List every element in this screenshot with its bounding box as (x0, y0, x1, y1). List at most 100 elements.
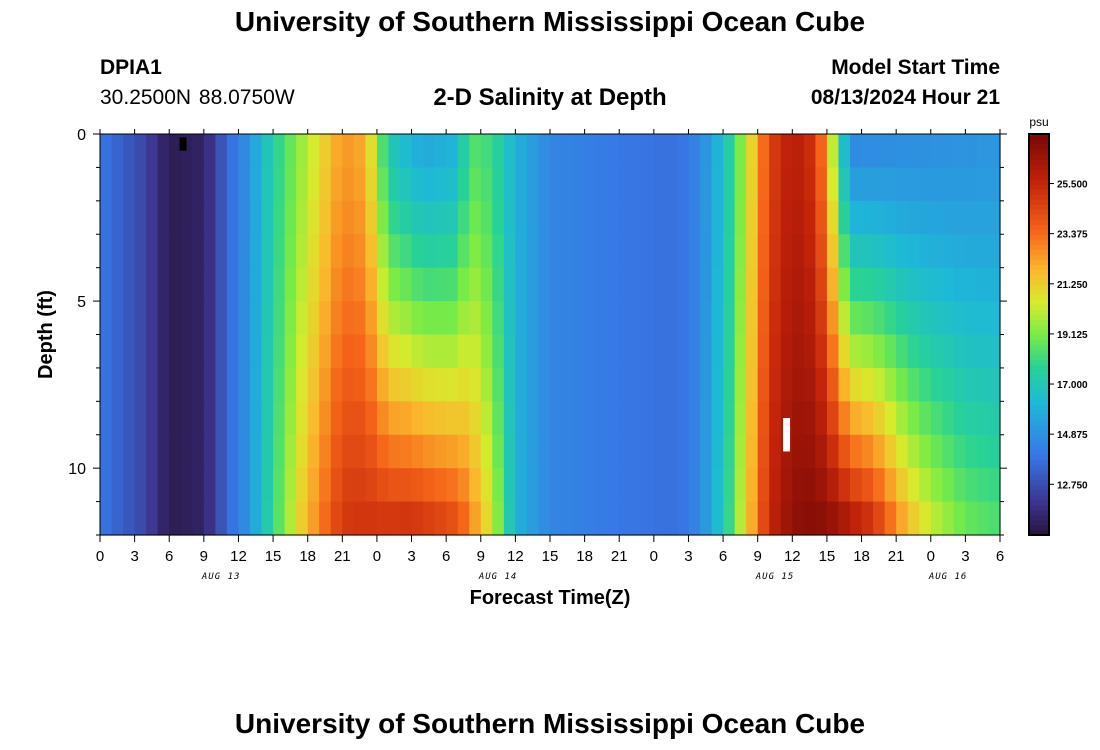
heatmap-cell (711, 367, 724, 402)
heatmap-cell (503, 234, 516, 269)
colorbar-swatch (1029, 489, 1049, 496)
heatmap-cell (653, 267, 666, 302)
heatmap-cell (642, 468, 655, 503)
heatmap-cell (388, 401, 401, 436)
heatmap-cell (307, 367, 320, 402)
heatmap-cell (619, 134, 632, 169)
heatmap-cell (203, 167, 216, 202)
heatmap-cell (192, 267, 205, 302)
colorbar-swatch (1029, 484, 1049, 491)
heatmap-cell (319, 134, 332, 169)
heatmap-cell (815, 434, 828, 469)
heatmap-cell (146, 434, 159, 469)
heatmap-cell (653, 434, 666, 469)
heatmap-cell (296, 367, 309, 402)
heatmap-cell (284, 468, 297, 503)
heatmap-cell (526, 367, 540, 402)
colorbar-swatch (1029, 429, 1049, 436)
colorbar-tick-label: 19.125 (1057, 330, 1088, 341)
heatmap-cell (134, 200, 147, 235)
heatmap-cell (700, 200, 713, 235)
heatmap-cell (734, 267, 747, 302)
heatmap-cell (238, 334, 251, 369)
heatmap-cell (711, 134, 724, 169)
heatmap-cell (226, 334, 240, 369)
colorbar-swatch (1029, 269, 1049, 275)
heatmap-cell (792, 234, 805, 269)
heatmap-cell (538, 301, 551, 336)
heatmap-cell (423, 468, 436, 503)
heatmap-cell (215, 434, 228, 469)
heatmap-cell (734, 134, 747, 169)
heatmap-cell (226, 134, 240, 169)
heatmap-cell (769, 134, 782, 169)
heatmap-cell (688, 234, 701, 269)
heatmap-cell (723, 234, 736, 269)
colorbar-swatch (1029, 219, 1049, 225)
heatmap-cell (457, 267, 470, 302)
heatmap-cell (711, 267, 724, 302)
colorbar-swatch (1029, 369, 1049, 376)
heatmap-cell (988, 367, 1001, 402)
heatmap-cell (676, 267, 690, 302)
heatmap-cell (803, 234, 816, 269)
heatmap-cell (157, 267, 170, 302)
heatmap-cell (746, 468, 759, 503)
colorbar-swatch (1029, 424, 1049, 431)
heatmap-cell (192, 401, 205, 436)
heatmap-cell (619, 468, 632, 503)
heatmap-cell (330, 401, 343, 436)
heatmap-cell (226, 434, 240, 469)
heatmap-cell (538, 468, 551, 503)
heatmap-cell (261, 434, 274, 469)
heatmap-cell (665, 134, 678, 169)
heatmap-cell (226, 200, 240, 235)
heatmap-cell (273, 200, 286, 235)
heatmap-cell (146, 401, 159, 436)
heatmap-cell (480, 267, 493, 302)
heatmap-cell (526, 234, 540, 269)
heatmap-cell (353, 267, 366, 302)
heatmap-cell (123, 501, 136, 536)
colorbar-swatch (1029, 189, 1049, 195)
heatmap-marker (179, 137, 187, 151)
heatmap-cell (550, 334, 563, 369)
heatmap-cell (815, 401, 828, 436)
heatmap-cell (700, 367, 713, 402)
heatmap-cell (619, 267, 632, 302)
colorbar-swatch (1029, 304, 1049, 311)
colorbar-swatch (1029, 264, 1049, 270)
heatmap-cell (792, 267, 805, 302)
heatmap-cell (434, 501, 447, 536)
heatmap-cell (400, 468, 413, 503)
heatmap-cell (157, 334, 170, 369)
heatmap-cell (192, 134, 205, 169)
heatmap-cell (469, 267, 482, 302)
heatmap-cell (342, 167, 355, 202)
heatmap-cell (596, 401, 609, 436)
heatmap-cell (850, 200, 863, 235)
heatmap-cell (630, 267, 643, 302)
heatmap-cells (100, 134, 1001, 536)
heatmap-cell (723, 334, 736, 369)
colorbar-swatch (1029, 234, 1049, 240)
heatmap-cell (676, 468, 690, 503)
colorbar-swatch (1029, 259, 1049, 265)
heatmap-cell (826, 434, 840, 469)
heatmap-cell (930, 134, 943, 169)
heatmap-cell (630, 501, 643, 536)
heatmap-cell (250, 267, 263, 302)
heatmap-cell (700, 234, 713, 269)
heatmap-markers (179, 137, 791, 452)
heatmap-cell (492, 134, 505, 169)
heatmap-cell (861, 301, 874, 336)
heatmap-cell (561, 267, 574, 302)
heatmap-cell (319, 367, 332, 402)
colorbar-swatch (1029, 409, 1049, 416)
heatmap-cell (111, 267, 124, 302)
heatmap-cell (653, 301, 666, 336)
heatmap-cell (792, 200, 805, 235)
heatmap-cell (515, 367, 528, 402)
heatmap-cell (919, 301, 932, 336)
heatmap-cell (100, 234, 113, 269)
